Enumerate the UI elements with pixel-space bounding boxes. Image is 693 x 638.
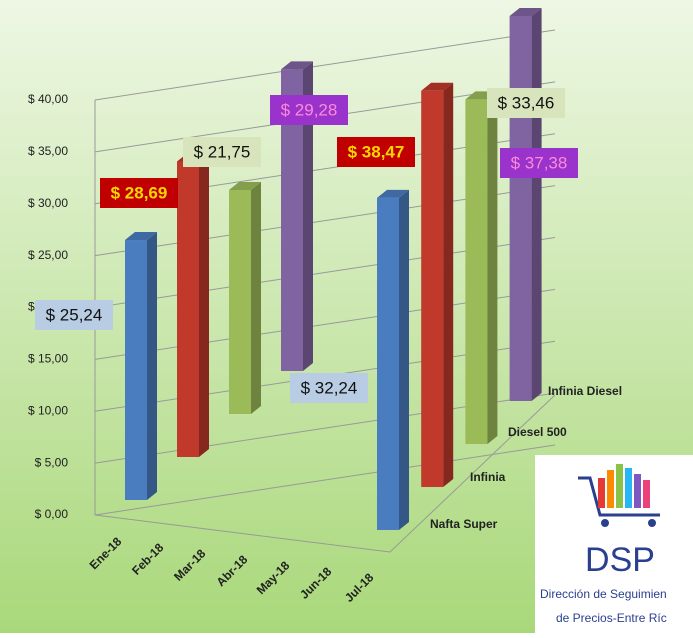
value-label-box — [35, 300, 113, 330]
value-label-box — [500, 148, 578, 178]
value-label: $ 25,24 — [46, 305, 103, 324]
bar-side — [487, 91, 498, 444]
wheel — [601, 519, 609, 527]
bar — [125, 232, 157, 500]
logo-text: Dirección de Seguimien — [540, 587, 667, 601]
bar-top — [509, 7, 542, 16]
bar-front — [281, 69, 303, 371]
bar — [421, 82, 454, 487]
grid-line — [94, 29, 556, 101]
y-tick-label: $ 30,00 — [28, 196, 68, 210]
logo-title: DSP — [585, 541, 655, 579]
y-tick-label: $ 0,00 — [35, 507, 69, 521]
value-label: $ 37,38 — [511, 153, 568, 172]
legend-label: Infinia Diesel — [548, 384, 622, 398]
y-tick-label: $ 25,00 — [28, 248, 68, 262]
floor-edge — [94, 394, 556, 553]
value-label: $ 29,28 — [281, 100, 338, 119]
bar — [509, 7, 542, 402]
bar-side — [303, 61, 313, 371]
y-tick-label: $ 15,00 — [28, 352, 68, 366]
bar-front — [465, 99, 488, 444]
value-label: $ 28,69 — [111, 183, 168, 202]
cart — [578, 476, 660, 517]
bar-top — [229, 181, 261, 190]
grid-line — [94, 444, 556, 516]
y-tick-label: $ 10,00 — [28, 403, 68, 417]
y-tick-label: $ 5,00 — [35, 455, 69, 469]
bar-top — [125, 232, 157, 241]
logo-bar — [634, 474, 641, 508]
bar-side — [531, 7, 542, 402]
logo-bar — [616, 464, 623, 508]
legend-label: Diesel 500 — [508, 425, 567, 439]
bar — [281, 61, 313, 371]
logo-bar — [625, 468, 632, 508]
value-label-box — [487, 88, 565, 118]
y-tick-label: $ 35,00 — [28, 144, 68, 158]
bar-side — [251, 181, 261, 414]
bar-side — [199, 153, 209, 458]
value-label-box — [183, 137, 261, 167]
bar-front — [229, 189, 251, 414]
legend-label: Infinia — [470, 470, 506, 484]
bar-side — [443, 82, 454, 487]
value-label: $ 38,47 — [348, 142, 405, 161]
bar — [229, 181, 261, 414]
bar-side — [399, 189, 409, 531]
bar — [465, 91, 498, 444]
bar-top — [377, 189, 409, 198]
bar-front — [509, 15, 532, 402]
bar-front — [421, 90, 444, 487]
logo-bar — [598, 478, 605, 508]
value-label-box — [270, 95, 348, 125]
logo: DSP Dirección de Seguimien de Precios-En… — [535, 455, 693, 633]
bar-top — [421, 82, 454, 91]
value-label-box — [337, 137, 415, 167]
bar-front — [125, 240, 147, 500]
value-label-box — [100, 178, 178, 208]
bar-top — [281, 61, 313, 70]
value-label: $ 32,24 — [301, 378, 358, 397]
bar-front — [377, 197, 399, 531]
value-label-box — [290, 373, 368, 403]
value-label: $ 33,46 — [498, 93, 555, 112]
bar-front — [177, 161, 199, 458]
y-tick-label: $ 40,00 — [28, 92, 68, 106]
value-label: $ 21,75 — [194, 142, 251, 161]
legend-label: Nafta Super — [430, 517, 498, 531]
bars — [125, 7, 542, 531]
wheel — [648, 519, 656, 527]
bar — [377, 189, 409, 531]
logo-bar — [643, 480, 650, 508]
bar — [177, 153, 209, 458]
logo-bar — [607, 470, 614, 508]
bar-side — [147, 232, 157, 500]
logo-text: de Precios-Entre Ríc — [556, 611, 667, 625]
